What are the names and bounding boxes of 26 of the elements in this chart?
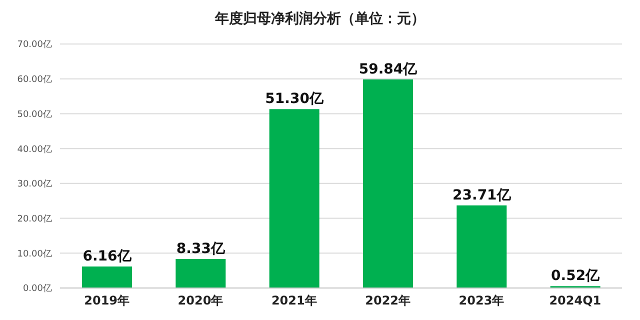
y-tick-label: 60.00亿	[17, 74, 52, 86]
y-tick-label: 50.00亿	[17, 108, 52, 120]
x-tick-label: 2023年	[458, 294, 504, 308]
y-tick-label: 20.00亿	[17, 213, 52, 224]
data-label: 0.52亿	[551, 268, 601, 284]
x-tick-label: 2021年	[271, 294, 317, 308]
bar	[82, 266, 132, 288]
x-tick-label: 2022年	[365, 294, 411, 308]
x-tick-label: 2019年	[84, 294, 130, 308]
y-tick-label: 0.00亿	[22, 283, 52, 294]
data-label: 6.16亿	[82, 248, 132, 265]
y-tick-label: 40.00亿	[17, 144, 52, 155]
y-tick-label: 70.00亿	[17, 39, 52, 50]
data-label: 51.30亿	[265, 91, 324, 108]
x-tick-label: 2024Q1	[549, 294, 602, 308]
bar	[363, 79, 413, 288]
bar	[176, 258, 226, 288]
data-label: 23.71亿	[452, 187, 512, 204]
chart-title: 年度归母净利润分析（单位：元）	[214, 10, 426, 29]
data-label: 8.33亿	[176, 240, 226, 257]
y-tick-label: 30.00亿	[17, 178, 52, 190]
y-tick-label: 10.00亿	[17, 248, 52, 260]
bar	[456, 205, 507, 288]
x-tick-label: 2020年	[178, 294, 224, 308]
bar	[269, 109, 320, 288]
data-label: 59.84亿	[358, 61, 418, 78]
